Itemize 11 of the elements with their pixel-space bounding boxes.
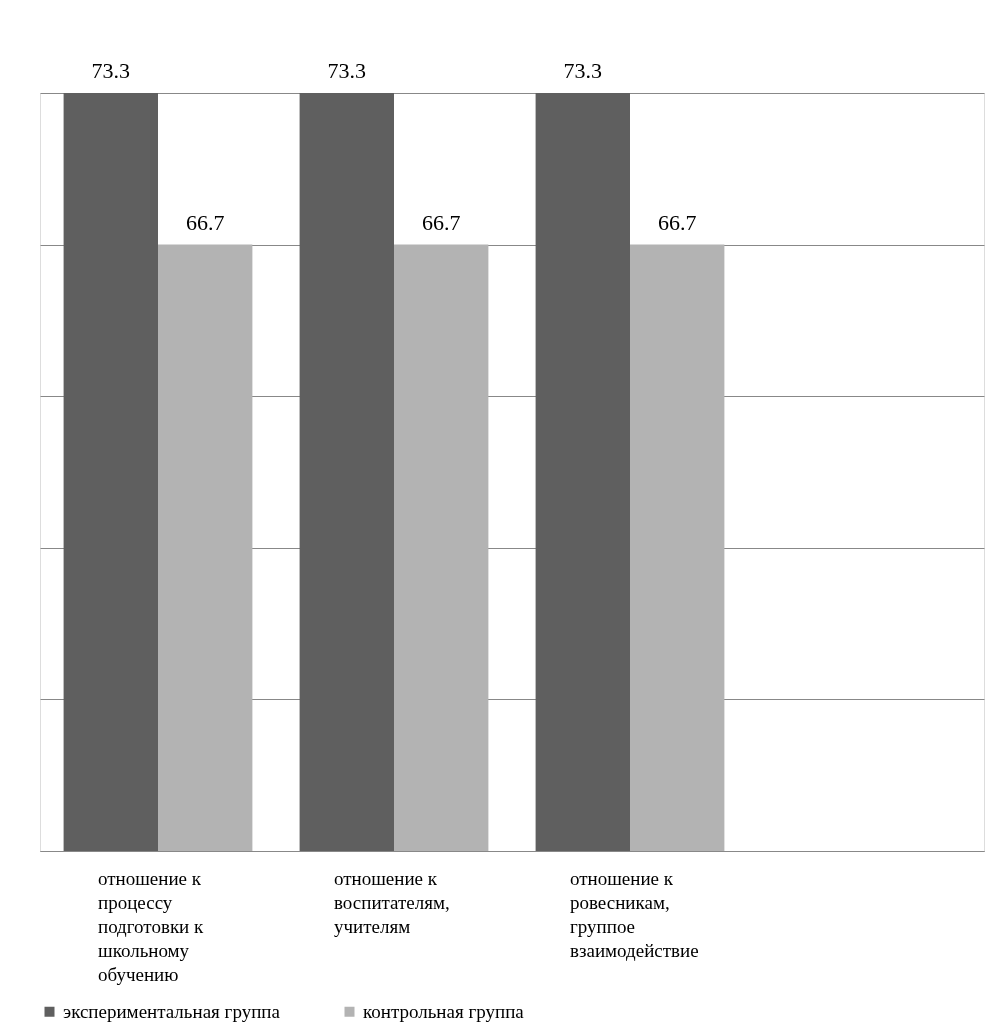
data-label: 66.7: [185, 209, 225, 235]
data-label: 73.3: [327, 58, 367, 83]
data-label: 73.3: [563, 58, 603, 83]
x-tick-label: отношение к процессу подготовки к школьному обучению: [98, 867, 205, 985]
data-label: 66.7: [421, 209, 461, 235]
data-label: 66.7: [657, 209, 697, 235]
x-tick-label: отношение к ровесникам, группое взаимодействие: [570, 867, 699, 961]
legend-label: контрольная группа: [363, 1000, 525, 1022]
legend-label: экспериментальная группа: [63, 1000, 281, 1022]
x-tick-label: отношение к воспитателям, учителям: [334, 867, 450, 937]
data-label: 73.3: [91, 58, 131, 83]
